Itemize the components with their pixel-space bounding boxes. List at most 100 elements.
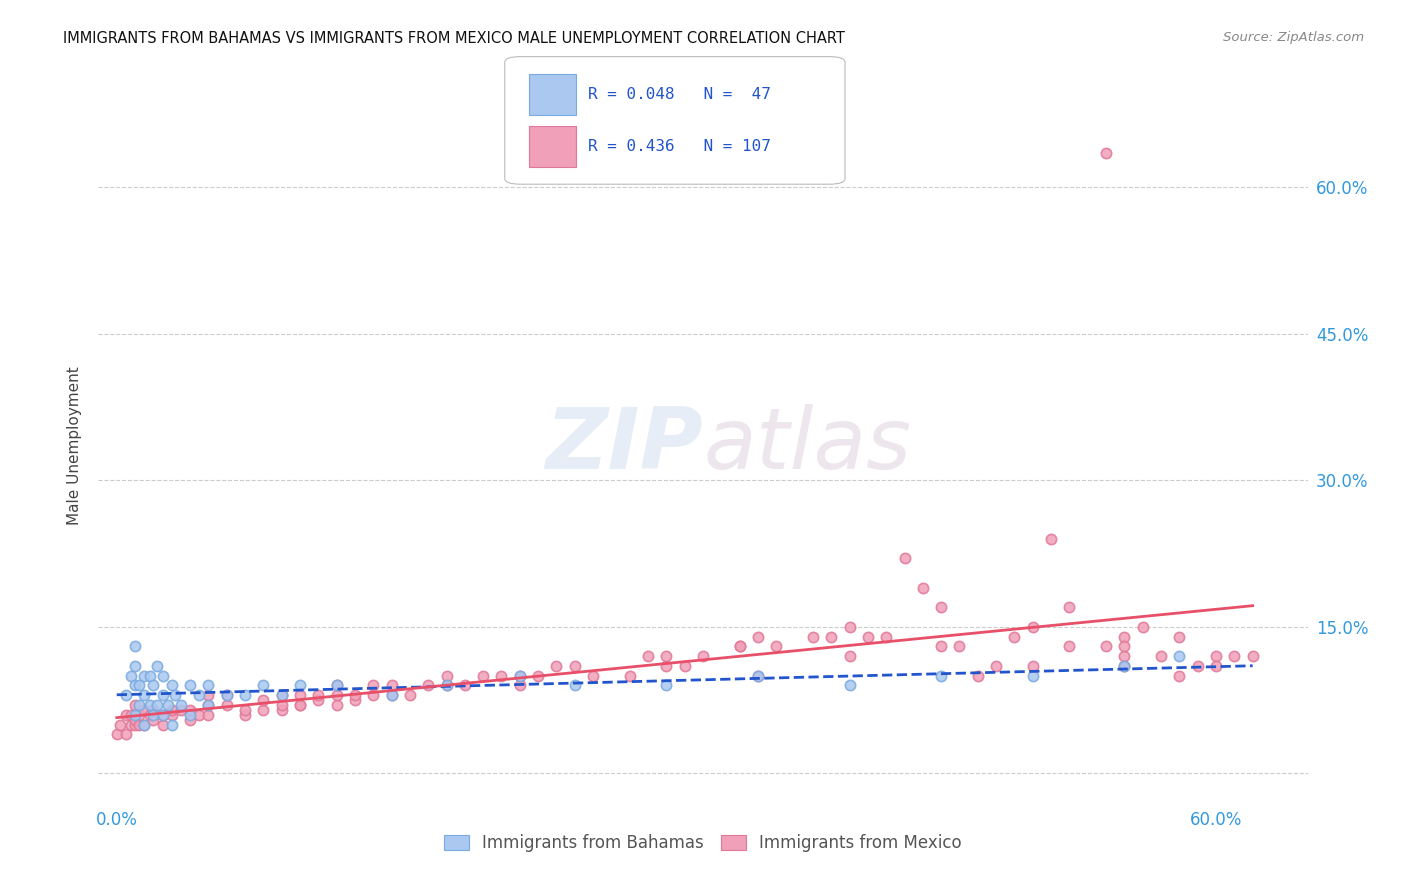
Point [765, 640, 787, 654]
Point [838, 649, 860, 664]
Point [124, 698, 146, 712]
Point [564, 678, 586, 692]
Point [1205, 659, 1227, 673]
Point [582, 669, 605, 683]
Point [875, 630, 897, 644]
Point [655, 678, 678, 692]
Point [307, 688, 329, 702]
Point [252, 678, 274, 692]
FancyBboxPatch shape [530, 126, 576, 167]
Point [179, 678, 201, 692]
Point [747, 669, 769, 683]
Point [1114, 640, 1136, 654]
Point [325, 678, 347, 692]
Point [361, 678, 384, 692]
Point [179, 713, 201, 727]
Point [142, 707, 165, 722]
Point [270, 688, 292, 702]
Point [1205, 649, 1227, 664]
Point [120, 707, 142, 722]
Point [692, 649, 714, 664]
Point [1022, 620, 1045, 634]
Point [1168, 649, 1191, 664]
Point [325, 698, 347, 712]
Point [179, 703, 201, 717]
Point [165, 688, 187, 702]
Point [911, 581, 934, 595]
Point [160, 703, 183, 717]
Point [142, 703, 165, 717]
Point [215, 688, 238, 702]
Point [138, 707, 160, 722]
Point [307, 693, 329, 707]
Point [929, 600, 952, 615]
Point [197, 707, 219, 722]
Point [801, 630, 824, 644]
Point [124, 713, 146, 727]
Point [325, 688, 347, 702]
Point [215, 698, 238, 712]
Point [673, 659, 696, 673]
Point [124, 717, 146, 731]
Point [120, 717, 142, 731]
Point [728, 640, 751, 654]
Point [1187, 659, 1209, 673]
Point [1114, 659, 1136, 673]
Point [546, 659, 568, 673]
Point [1095, 640, 1118, 654]
Point [197, 678, 219, 692]
Text: Source: ZipAtlas.com: Source: ZipAtlas.com [1223, 31, 1364, 45]
Point [288, 678, 311, 692]
Point [491, 669, 513, 683]
Point [838, 678, 860, 692]
Point [188, 707, 211, 722]
Point [142, 678, 165, 692]
Point [170, 698, 193, 712]
Point [1168, 630, 1191, 644]
FancyBboxPatch shape [530, 74, 576, 114]
Point [343, 693, 366, 707]
Y-axis label: Male Unemployment: Male Unemployment [67, 367, 83, 525]
Point [966, 669, 988, 683]
Text: R = 0.048   N =  47: R = 0.048 N = 47 [588, 87, 770, 102]
Text: R = 0.436   N = 107: R = 0.436 N = 107 [588, 139, 770, 154]
Point [105, 727, 128, 741]
Point [128, 707, 150, 722]
Point [472, 669, 495, 683]
Point [380, 688, 402, 702]
Point [152, 688, 174, 702]
Point [233, 688, 256, 702]
Point [124, 678, 146, 692]
Point [1022, 669, 1045, 683]
Point [160, 678, 183, 692]
Point [128, 717, 150, 731]
Point [1241, 649, 1264, 664]
Point [1022, 659, 1045, 673]
Point [134, 703, 156, 717]
Point [138, 698, 160, 712]
Point [728, 640, 751, 654]
Point [270, 688, 292, 702]
Point [252, 693, 274, 707]
Point [134, 717, 156, 731]
Point [361, 688, 384, 702]
Point [619, 669, 641, 683]
Point [1114, 649, 1136, 664]
Point [128, 678, 150, 692]
Point [747, 669, 769, 683]
Point [134, 717, 156, 731]
Point [160, 717, 183, 731]
Point [509, 669, 531, 683]
Point [637, 649, 659, 664]
Point [436, 669, 458, 683]
Text: ZIP: ZIP [546, 404, 703, 488]
Point [115, 707, 138, 722]
Point [197, 698, 219, 712]
Point [1132, 620, 1154, 634]
Point [1059, 600, 1081, 615]
Point [893, 551, 915, 566]
Point [270, 703, 292, 717]
Point [820, 630, 842, 644]
Point [233, 707, 256, 722]
Point [197, 688, 219, 702]
